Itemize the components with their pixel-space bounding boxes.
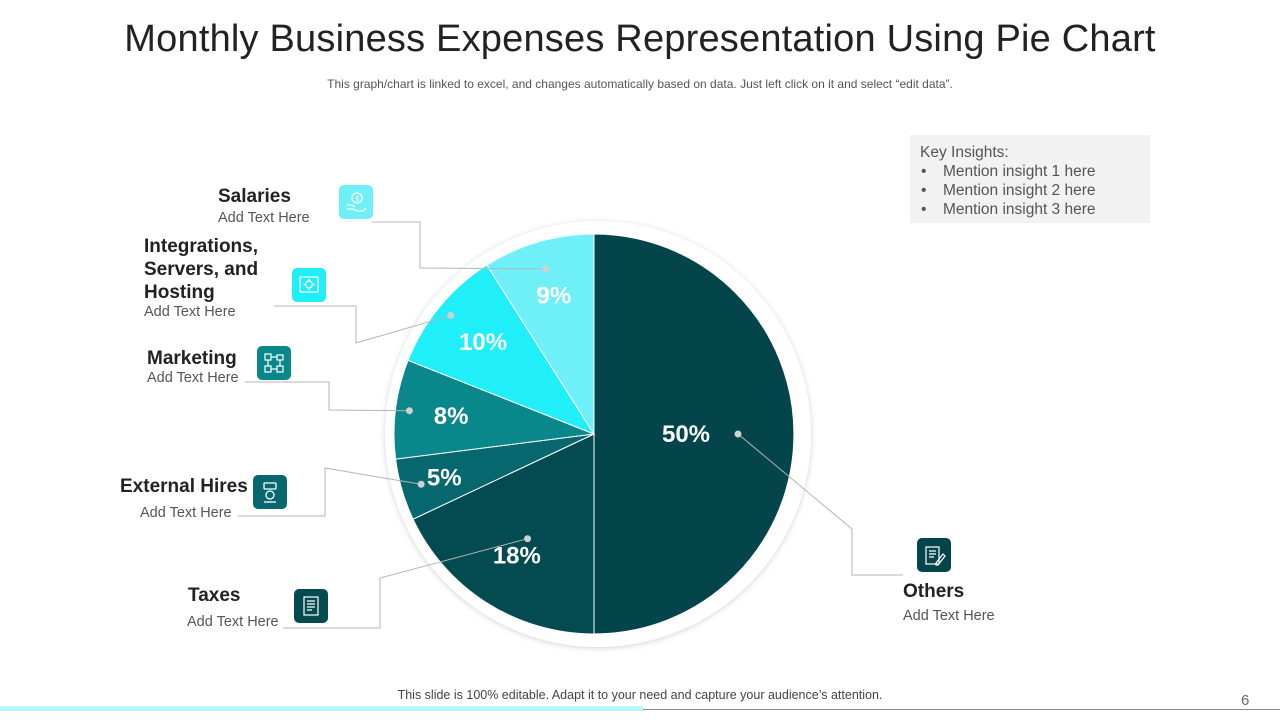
footer-accent-bar	[0, 706, 643, 711]
key-insights-heading: Key Insights:	[920, 144, 1009, 161]
page-title: Monthly Business Expenses Representation…	[124, 18, 1156, 60]
slice-label: 5%	[427, 465, 462, 492]
label-others-title: Others	[903, 581, 965, 602]
label-integrations-text[interactable]: Add Text Here	[144, 304, 236, 320]
pie-slices	[393, 233, 795, 635]
document-pen-icon	[917, 538, 951, 572]
key-insights-box: Key Insights: Mention insight 1 here Men…	[910, 135, 1150, 223]
key-insights-list: Mention insight 1 here Mention insight 2…	[920, 162, 1140, 219]
pie-slice-others[interactable]	[593, 233, 795, 635]
insight-item: Mention insight 2 here	[920, 181, 1140, 200]
footer-divider	[643, 709, 1280, 710]
label-others-text[interactable]: Add Text Here	[903, 608, 995, 624]
pie-slice-salaries[interactable]	[486, 233, 595, 436]
leader-line	[245, 381, 410, 412]
pie-slice-marketing[interactable]	[393, 359, 595, 460]
page-number: 6	[1241, 692, 1250, 709]
label-taxes-text[interactable]: Add Text Here	[187, 614, 279, 630]
network-icon	[257, 346, 291, 380]
slice-label: 10%	[459, 329, 507, 356]
leader-line	[274, 305, 451, 344]
label-external-title: External Hires	[120, 476, 248, 497]
slice-label: 50%	[662, 421, 710, 448]
label-marketing-title: Marketing	[147, 348, 237, 369]
leader-line	[737, 433, 903, 576]
leader-line	[283, 538, 528, 629]
svg-text:$: $	[355, 195, 359, 203]
footer-note: This slide is 100% editable. Adapt it to…	[397, 688, 883, 702]
label-taxes-title: Taxes	[188, 585, 241, 606]
leader-line	[238, 467, 422, 517]
page-subtitle: This graph/chart is linked to excel, and…	[327, 77, 953, 91]
leader-dot	[734, 430, 742, 438]
leader-dot	[542, 265, 550, 273]
leader-dot	[447, 311, 455, 319]
label-salaries-title: Salaries	[218, 186, 291, 207]
money-hand-icon: $	[339, 185, 373, 219]
label-integrations-title: Integrations, Servers, and Hosting	[144, 236, 259, 303]
insight-item: Mention insight 3 here	[920, 200, 1140, 219]
tax-document-icon	[294, 589, 328, 623]
leader-line	[372, 221, 547, 270]
slice-label: 8%	[434, 403, 469, 430]
pie-slice-taxes[interactable]	[412, 433, 595, 635]
label-marketing-text[interactable]: Add Text Here	[147, 370, 239, 386]
leader-dot	[524, 535, 532, 543]
slice-label: 18%	[493, 543, 541, 570]
label-external-text[interactable]: Add Text Here	[140, 505, 232, 521]
leader-lines	[238, 221, 903, 629]
leader-dot	[405, 407, 413, 415]
label-salaries-text[interactable]: Add Text Here	[218, 210, 310, 226]
slice-labels: 50% 18% 5% 8% 10% 9%	[427, 283, 710, 570]
hiring-icon	[253, 475, 287, 509]
insight-item: Mention insight 1 here	[920, 162, 1140, 181]
server-gear-icon	[292, 268, 326, 302]
slice-label: 9%	[536, 283, 571, 310]
leader-dot	[417, 480, 425, 488]
